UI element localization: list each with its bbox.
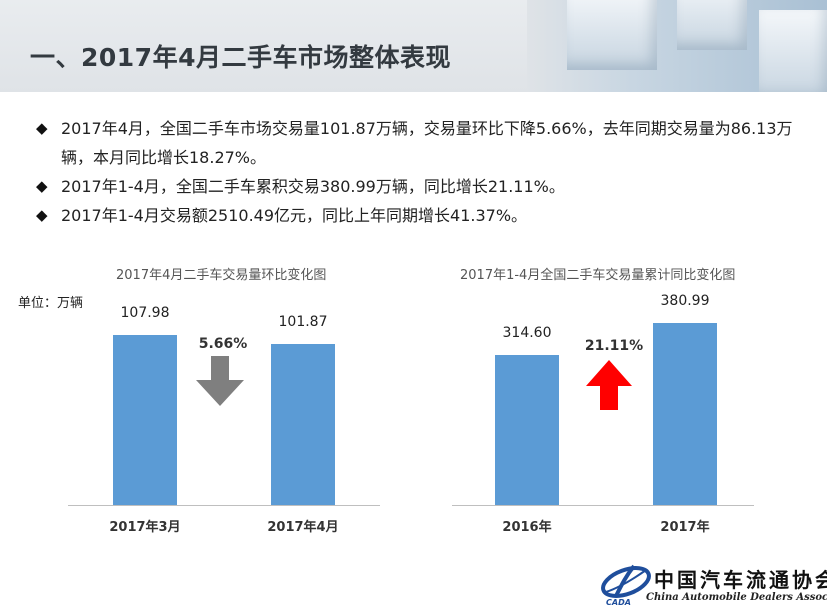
decor-cube (567, 0, 657, 70)
bar-2017 (653, 323, 717, 505)
category-label-2017-mar: 2017年3月 (109, 520, 181, 535)
decor-cube (677, 0, 747, 50)
bar-2017-mar (113, 334, 177, 505)
bullet-text: 2017年1-4月交易额2510.49亿元，同比上年同期增长41.37%。 (61, 206, 528, 225)
category-label-2017: 2017年 (660, 520, 710, 535)
header-decoration (527, 0, 827, 92)
page-title: 一、2017年4月二手车市场整体表现 (30, 43, 451, 72)
data-label-2017-apr: 101.87 (278, 314, 328, 331)
diamond-bullet-icon: ◆ (36, 119, 48, 137)
category-label-2017-apr: 2017年4月 (267, 520, 339, 535)
bullet-text: 2017年1-4月，全国二手车累积交易380.99万辆，同比增长21.11%。 (61, 177, 565, 196)
change-label-mom: 5.66% (198, 336, 248, 352)
arrow-up-icon (586, 360, 632, 410)
header-band: 一、2017年4月二手车市场整体表现 (0, 0, 827, 92)
data-label-2017: 380.99 (660, 293, 710, 310)
cada-emblem-icon (601, 564, 651, 598)
bullet-text: 2017年4月，全国二手车市场交易量101.87万辆，交易量环比下降5.66%，… (61, 119, 793, 167)
change-label-yoy: 21.11% (584, 338, 644, 354)
logo-name-cn: 中国汽车流通协会 (654, 568, 827, 592)
bullet-item: ◆ 2017年1-4月交易额2510.49亿元，同比上年同期增长41.37%。 (36, 201, 796, 230)
association-logo: CADA 中国汽车流通协会 China Automobile Dealers A… (596, 562, 827, 612)
chart-title-mom: 2017年4月二手车交易量环比变化图 (116, 268, 327, 283)
logo-name-en: China Automobile Dealers Association (646, 592, 827, 603)
bar-2017-apr (271, 344, 335, 505)
unit-label: 单位：万辆 (18, 296, 84, 311)
category-label-2016: 2016年 (502, 520, 552, 535)
bullet-item: ◆ 2017年1-4月，全国二手车累积交易380.99万辆，同比增长21.11%… (36, 172, 796, 201)
diamond-bullet-icon: ◆ (36, 206, 48, 224)
arrow-down-icon (196, 356, 244, 406)
logo-abbreviation: CADA (606, 598, 631, 607)
decor-cube (759, 10, 827, 92)
diamond-bullet-icon: ◆ (36, 177, 48, 195)
chart-axis-mom (68, 505, 380, 506)
summary-bullets: ◆ 2017年4月，全国二手车市场交易量101.87万辆，交易量环比下降5.66… (36, 114, 796, 230)
data-label-2017-mar: 107.98 (120, 304, 170, 321)
bar-2016 (495, 355, 559, 505)
chart-title-yoy: 2017年1-4月全国二手车交易量累计同比变化图 (460, 268, 736, 283)
bullet-item: ◆ 2017年4月，全国二手车市场交易量101.87万辆，交易量环比下降5.66… (36, 114, 796, 172)
data-label-2016: 314.60 (502, 325, 552, 342)
chart-axis-yoy (452, 505, 754, 506)
